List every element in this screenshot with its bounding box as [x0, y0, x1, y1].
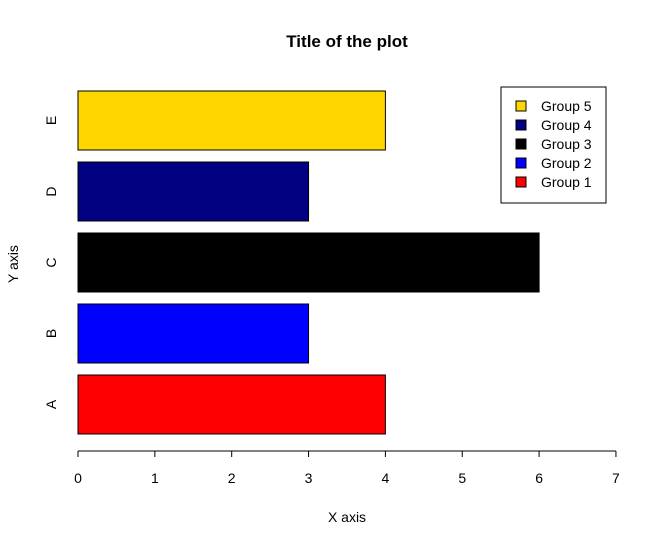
bars-group — [77, 90, 540, 435]
legend-label-3: Group 3 — [541, 136, 592, 152]
x-tick-label-3: 3 — [305, 470, 313, 486]
legend-swatch-5 — [515, 176, 527, 188]
bar-D — [77, 161, 310, 222]
legend-swatch-4 — [515, 157, 527, 169]
x-tick-label-1: 1 — [151, 470, 159, 486]
bar-E — [77, 90, 386, 151]
bar-A — [77, 374, 386, 435]
x-axis-label: X axis — [328, 509, 366, 525]
x-tick-label-5: 5 — [458, 470, 466, 486]
legend-label-4: Group 2 — [541, 155, 592, 171]
x-tick-label-4: 4 — [382, 470, 390, 486]
x-tick-label-0: 0 — [74, 470, 82, 486]
y-tick-label-A: A — [43, 399, 59, 409]
y-axis-label: Y axis — [5, 245, 21, 283]
legend-label-5: Group 1 — [541, 174, 592, 190]
bar-C — [77, 232, 540, 293]
legend: Group 5 Group 4 Group 3 Group 2 Group 1 — [500, 86, 607, 204]
legend-label-2: Group 4 — [541, 117, 592, 133]
x-tick-label-7: 7 — [612, 470, 620, 486]
y-tick-label-C: C — [43, 257, 59, 267]
legend-swatch-3 — [515, 138, 527, 150]
y-tick-label-D: D — [43, 186, 59, 196]
x-tick-label-6: 6 — [535, 470, 543, 486]
bar-B — [77, 303, 310, 364]
legend-label-1: Group 5 — [541, 98, 592, 114]
chart-title: Title of the plot — [286, 32, 408, 51]
legend-swatch-1 — [515, 100, 527, 112]
y-tick-label-E: E — [43, 116, 59, 125]
legend-swatch-2 — [515, 119, 527, 131]
y-tick-label-B: B — [43, 329, 59, 338]
x-axis: 0 1 2 3 4 5 6 7 — [74, 450, 620, 486]
y-axis: A B C D E — [43, 116, 59, 409]
x-tick-label-2: 2 — [228, 470, 236, 486]
